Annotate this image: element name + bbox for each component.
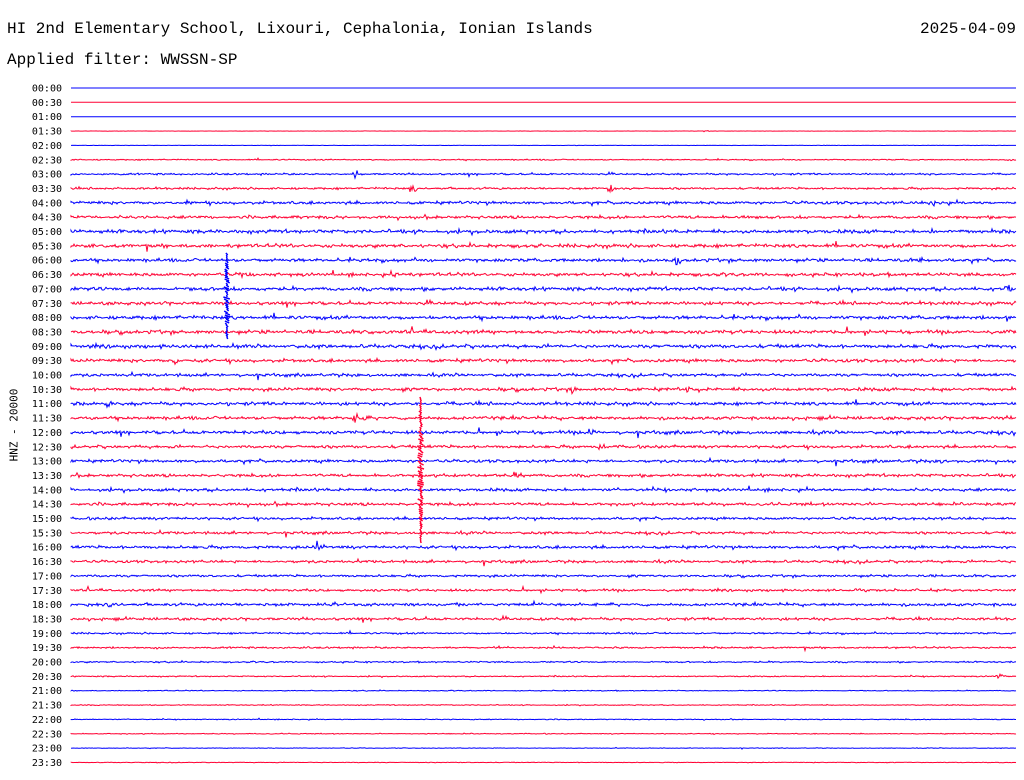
row-time-label: 21:00 [32, 686, 62, 697]
row-time-label: 03:00 [32, 170, 62, 181]
trace-line [70, 399, 1017, 409]
trace-line [70, 226, 1017, 237]
trace-line [70, 485, 1016, 494]
row-time-label: 07:30 [32, 299, 62, 310]
row-time-label: 01:30 [32, 127, 62, 138]
trace-line [70, 456, 1017, 467]
trace-line [70, 599, 1017, 608]
trace-line [70, 629, 1017, 636]
record-date: 2025-04-09 [919, 20, 1016, 38]
row-time-label: 11:00 [32, 399, 62, 410]
row-time-label: 03:30 [32, 184, 62, 195]
trace-line [70, 471, 1017, 479]
trace-line [70, 130, 1016, 133]
station-title: HI 2nd Elementary School, Lixouri, Cepha… [7, 20, 593, 38]
row-time-label: 22:30 [32, 729, 62, 740]
trace-line [70, 584, 1017, 595]
trace-line [70, 341, 1017, 351]
row-time-label: 09:00 [32, 342, 62, 353]
row-time-label: 10:30 [32, 385, 62, 396]
row-time-label: 20:00 [32, 658, 62, 669]
row-time-label: 21:30 [32, 701, 62, 712]
trace-line [70, 356, 1017, 366]
row-time-label: 12:30 [32, 442, 62, 453]
trace-line [70, 717, 1016, 721]
row-time-label: 11:30 [32, 414, 62, 425]
row-time-label: 16:00 [32, 543, 62, 554]
row-time-label: 07:00 [32, 284, 62, 295]
row-time-label: 04:30 [32, 213, 62, 224]
row-time-label: 08:00 [32, 313, 62, 324]
row-time-label: 15:00 [32, 514, 62, 525]
row-time-label: 22:00 [32, 715, 62, 726]
row-time-label: 06:00 [32, 256, 62, 267]
row-time-label: 08:30 [32, 327, 62, 338]
row-time-label: 23:30 [32, 758, 62, 769]
event-spike [417, 396, 425, 544]
trace-line [70, 370, 1017, 381]
row-time-label: 04:00 [32, 198, 62, 209]
trace-line [70, 298, 1017, 308]
row-time-label: 14:00 [32, 485, 62, 496]
row-time-label: 06:30 [32, 270, 62, 281]
trace-line [70, 703, 1017, 707]
trace-line [70, 515, 1017, 523]
trace-line [70, 614, 1017, 623]
trace-line [70, 184, 1016, 194]
trace-line [70, 540, 1017, 552]
row-time-label: 18:30 [32, 614, 62, 625]
trace-line [70, 644, 1017, 653]
row-time-label: 09:30 [32, 356, 62, 367]
row-time-label: 15:30 [32, 528, 62, 539]
trace-line [70, 659, 1017, 664]
row-time-label: 02:00 [32, 141, 62, 152]
trace-line [70, 170, 1016, 180]
row-time-label: 16:30 [32, 557, 62, 568]
trace-line [70, 573, 1017, 579]
row-time-label: 17:00 [32, 571, 62, 582]
row-time-label: 17:30 [32, 586, 62, 597]
row-time-label: 12:00 [32, 428, 62, 439]
trace-line [70, 746, 1016, 750]
row-time-label: 01:00 [32, 112, 62, 123]
trace-line [70, 213, 1017, 222]
row-time-label: 02:30 [32, 155, 62, 166]
trace-line [70, 157, 1017, 162]
trace-line [70, 673, 1017, 680]
trace-line [70, 528, 1017, 538]
trace-line [70, 427, 1017, 439]
row-time-label: 05:30 [32, 241, 62, 252]
row-time-label: 20:30 [32, 672, 62, 683]
trace-line [70, 385, 1017, 396]
trace-line [70, 442, 1017, 451]
row-time-label: 00:00 [32, 84, 62, 95]
trace-line [70, 284, 1017, 294]
row-time-label: 05:00 [32, 227, 62, 238]
trace-line [71, 144, 1016, 147]
trace-line [70, 241, 1017, 252]
row-time-label: 23:00 [32, 744, 62, 755]
row-time-label: 18:00 [32, 600, 62, 611]
row-time-label: 19:30 [32, 643, 62, 654]
trace-line [70, 268, 1017, 280]
trace-line [70, 732, 1017, 736]
row-time-label: 10:00 [32, 371, 62, 382]
trace-line [70, 326, 1017, 337]
row-time-label: 14:30 [32, 500, 62, 511]
trace-line [70, 312, 1017, 323]
trace-line [70, 689, 1017, 692]
event-spike [223, 252, 231, 340]
trace-line [70, 500, 1017, 509]
trace-line [70, 411, 1017, 423]
applied-filter: Applied filter: WWSSN-SP [7, 51, 238, 69]
row-time-label: 19:00 [32, 629, 62, 640]
trace-line [70, 198, 1017, 208]
row-time-label: 13:00 [32, 457, 62, 468]
trace-line [70, 761, 1017, 764]
row-time-label: 13:30 [32, 471, 62, 482]
trace-line [70, 255, 1017, 266]
trace-line [70, 557, 1017, 567]
row-time-label: 00:30 [32, 98, 62, 109]
